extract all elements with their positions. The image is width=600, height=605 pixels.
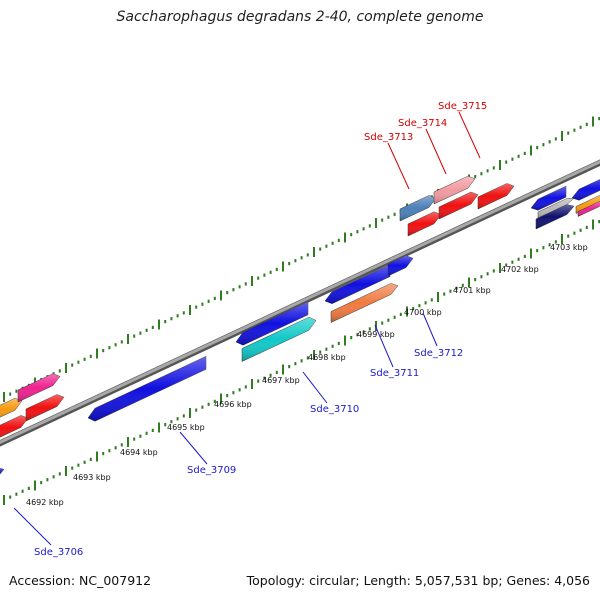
kbp-label-group: 4692 kbp 4693 kbp 4694 kbp 4695 kbp 4696 kbp… bbox=[26, 243, 588, 507]
gene-navy-gloss bbox=[536, 204, 574, 229]
gene-orange-striped-gloss bbox=[331, 283, 398, 323]
kbp-label: 4699 kbp bbox=[357, 330, 395, 339]
gene-label-leader bbox=[422, 312, 438, 347]
gene-label[interactable]: Sde_3709 bbox=[187, 465, 236, 476]
gene-label[interactable]: Sde_3713 bbox=[364, 132, 413, 143]
gene-red-gloss bbox=[408, 211, 441, 236]
gene-label[interactable]: Sde_3715 bbox=[438, 101, 487, 112]
kbp-label: 4693 kbp bbox=[73, 473, 111, 482]
kbp-label: 4698 kbp bbox=[308, 353, 346, 362]
gene-gray-gloss bbox=[538, 198, 574, 218]
gene-pink-gloss bbox=[578, 201, 600, 217]
gene-track bbox=[0, 175, 600, 475]
gene-blue-gloss bbox=[531, 186, 566, 211]
gene-label-leader bbox=[13, 507, 52, 546]
gene-blue-gloss bbox=[572, 179, 600, 201]
gene-cyan-gloss bbox=[242, 317, 316, 362]
kbp-label: 4695 kbp bbox=[167, 423, 205, 432]
gene-label-leader bbox=[179, 431, 208, 465]
gene-red-gloss bbox=[0, 415, 28, 438]
gene-red-gloss bbox=[439, 192, 478, 219]
gene-label-leader bbox=[425, 128, 447, 175]
gene-red-gloss bbox=[478, 183, 514, 209]
gene-label-group: Sde_3715 Sde_3714 Sde_3713 Sde_3712 Sde_3711… bbox=[34, 101, 487, 558]
gene-label-leader bbox=[458, 111, 481, 159]
gene-label-leaders bbox=[13, 111, 481, 546]
gene-label-leader bbox=[374, 324, 394, 368]
gene-label[interactable]: Sde_3712 bbox=[414, 348, 463, 359]
gene-label[interactable]: Sde_3711 bbox=[370, 368, 419, 379]
gene-orange-gloss bbox=[0, 398, 22, 418]
gene-label-leader bbox=[387, 142, 410, 190]
gene-red-gloss bbox=[26, 394, 64, 421]
kbp-label: 4700 kbp bbox=[404, 308, 442, 317]
kbp-label: 4703 kbp bbox=[550, 243, 588, 252]
gene-label[interactable]: Sde_3714 bbox=[398, 118, 447, 129]
kbp-label: 4694 kbp bbox=[120, 448, 158, 457]
outer-tick-track bbox=[3, 116, 600, 402]
gene-label[interactable]: Sde_3710 bbox=[310, 404, 359, 415]
kbp-label: 4692 kbp bbox=[26, 498, 64, 507]
gene-lightpink-gloss bbox=[434, 176, 475, 204]
kbp-label: 4696 kbp bbox=[214, 400, 252, 409]
genome-summary-text: Topology: circular; Length: 5,057,531 bp… bbox=[246, 573, 590, 588]
accession-text: Accession: NC_007912 bbox=[9, 573, 152, 588]
gene-blue-gloss bbox=[0, 468, 4, 475]
gene-label-leader bbox=[302, 371, 328, 404]
gene-blue-gloss bbox=[325, 264, 390, 304]
gene-label[interactable]: Sde_3706 bbox=[34, 547, 83, 558]
gene-blue-gloss bbox=[88, 356, 206, 422]
gene-pink-gloss bbox=[18, 373, 60, 402]
kbp-label: 4701 kbp bbox=[453, 286, 491, 295]
gene-blue-gloss bbox=[388, 255, 413, 276]
gene-orange-gloss bbox=[576, 195, 600, 214]
kbp-label: 4697 kbp bbox=[262, 376, 300, 385]
page-title: Saccharophagus degradans 2-40, complete … bbox=[116, 9, 484, 25]
gene-blue-gloss bbox=[236, 301, 308, 346]
inner-tick-track bbox=[3, 219, 600, 505]
gene-steelblue-gloss bbox=[400, 195, 436, 221]
genome-backbone-highlight bbox=[0, 160, 600, 444]
kbp-label: 4702 kbp bbox=[501, 265, 539, 274]
